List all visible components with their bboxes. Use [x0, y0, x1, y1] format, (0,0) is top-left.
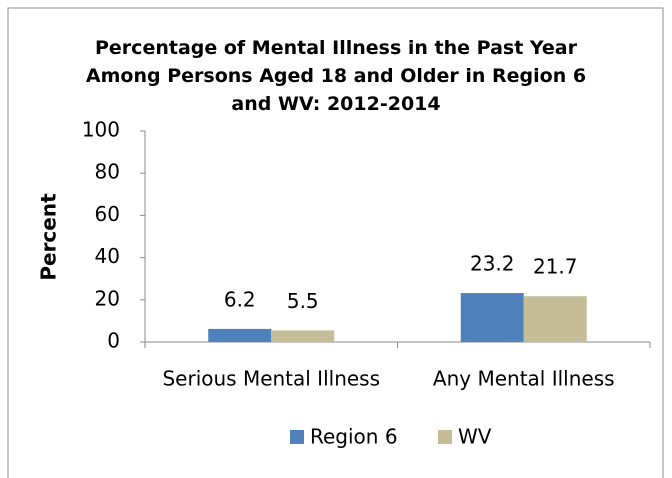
value-label: 23.2: [470, 252, 515, 276]
value-label: 5.5: [287, 289, 319, 313]
bar: [208, 328, 272, 342]
y-tick-label: 80: [95, 160, 120, 184]
y-axis-label: Percent: [37, 193, 61, 281]
bar: [271, 330, 335, 342]
legend-swatch: [290, 430, 304, 444]
legend-label: Region 6: [310, 425, 398, 449]
bar: [460, 293, 524, 342]
chart-frame: [7, 7, 664, 478]
value-label: 21.7: [533, 255, 578, 279]
legend-swatch: [438, 430, 452, 444]
y-tick-label: 100: [82, 118, 120, 142]
legend-label: WV: [458, 425, 492, 449]
chart-title: Percentage of Mental Illness in the Past…: [85, 37, 587, 115]
y-tick-label: 20: [95, 286, 120, 310]
x-tick-label: Any Mental Illness: [433, 367, 615, 391]
bar: [523, 296, 587, 342]
y-tick-label: 40: [95, 244, 120, 268]
value-label: 6.2: [224, 287, 256, 311]
x-tick-label: Serious Mental Illness: [162, 367, 380, 391]
y-tick-label: 0: [107, 329, 120, 353]
y-tick-label: 60: [95, 202, 120, 226]
